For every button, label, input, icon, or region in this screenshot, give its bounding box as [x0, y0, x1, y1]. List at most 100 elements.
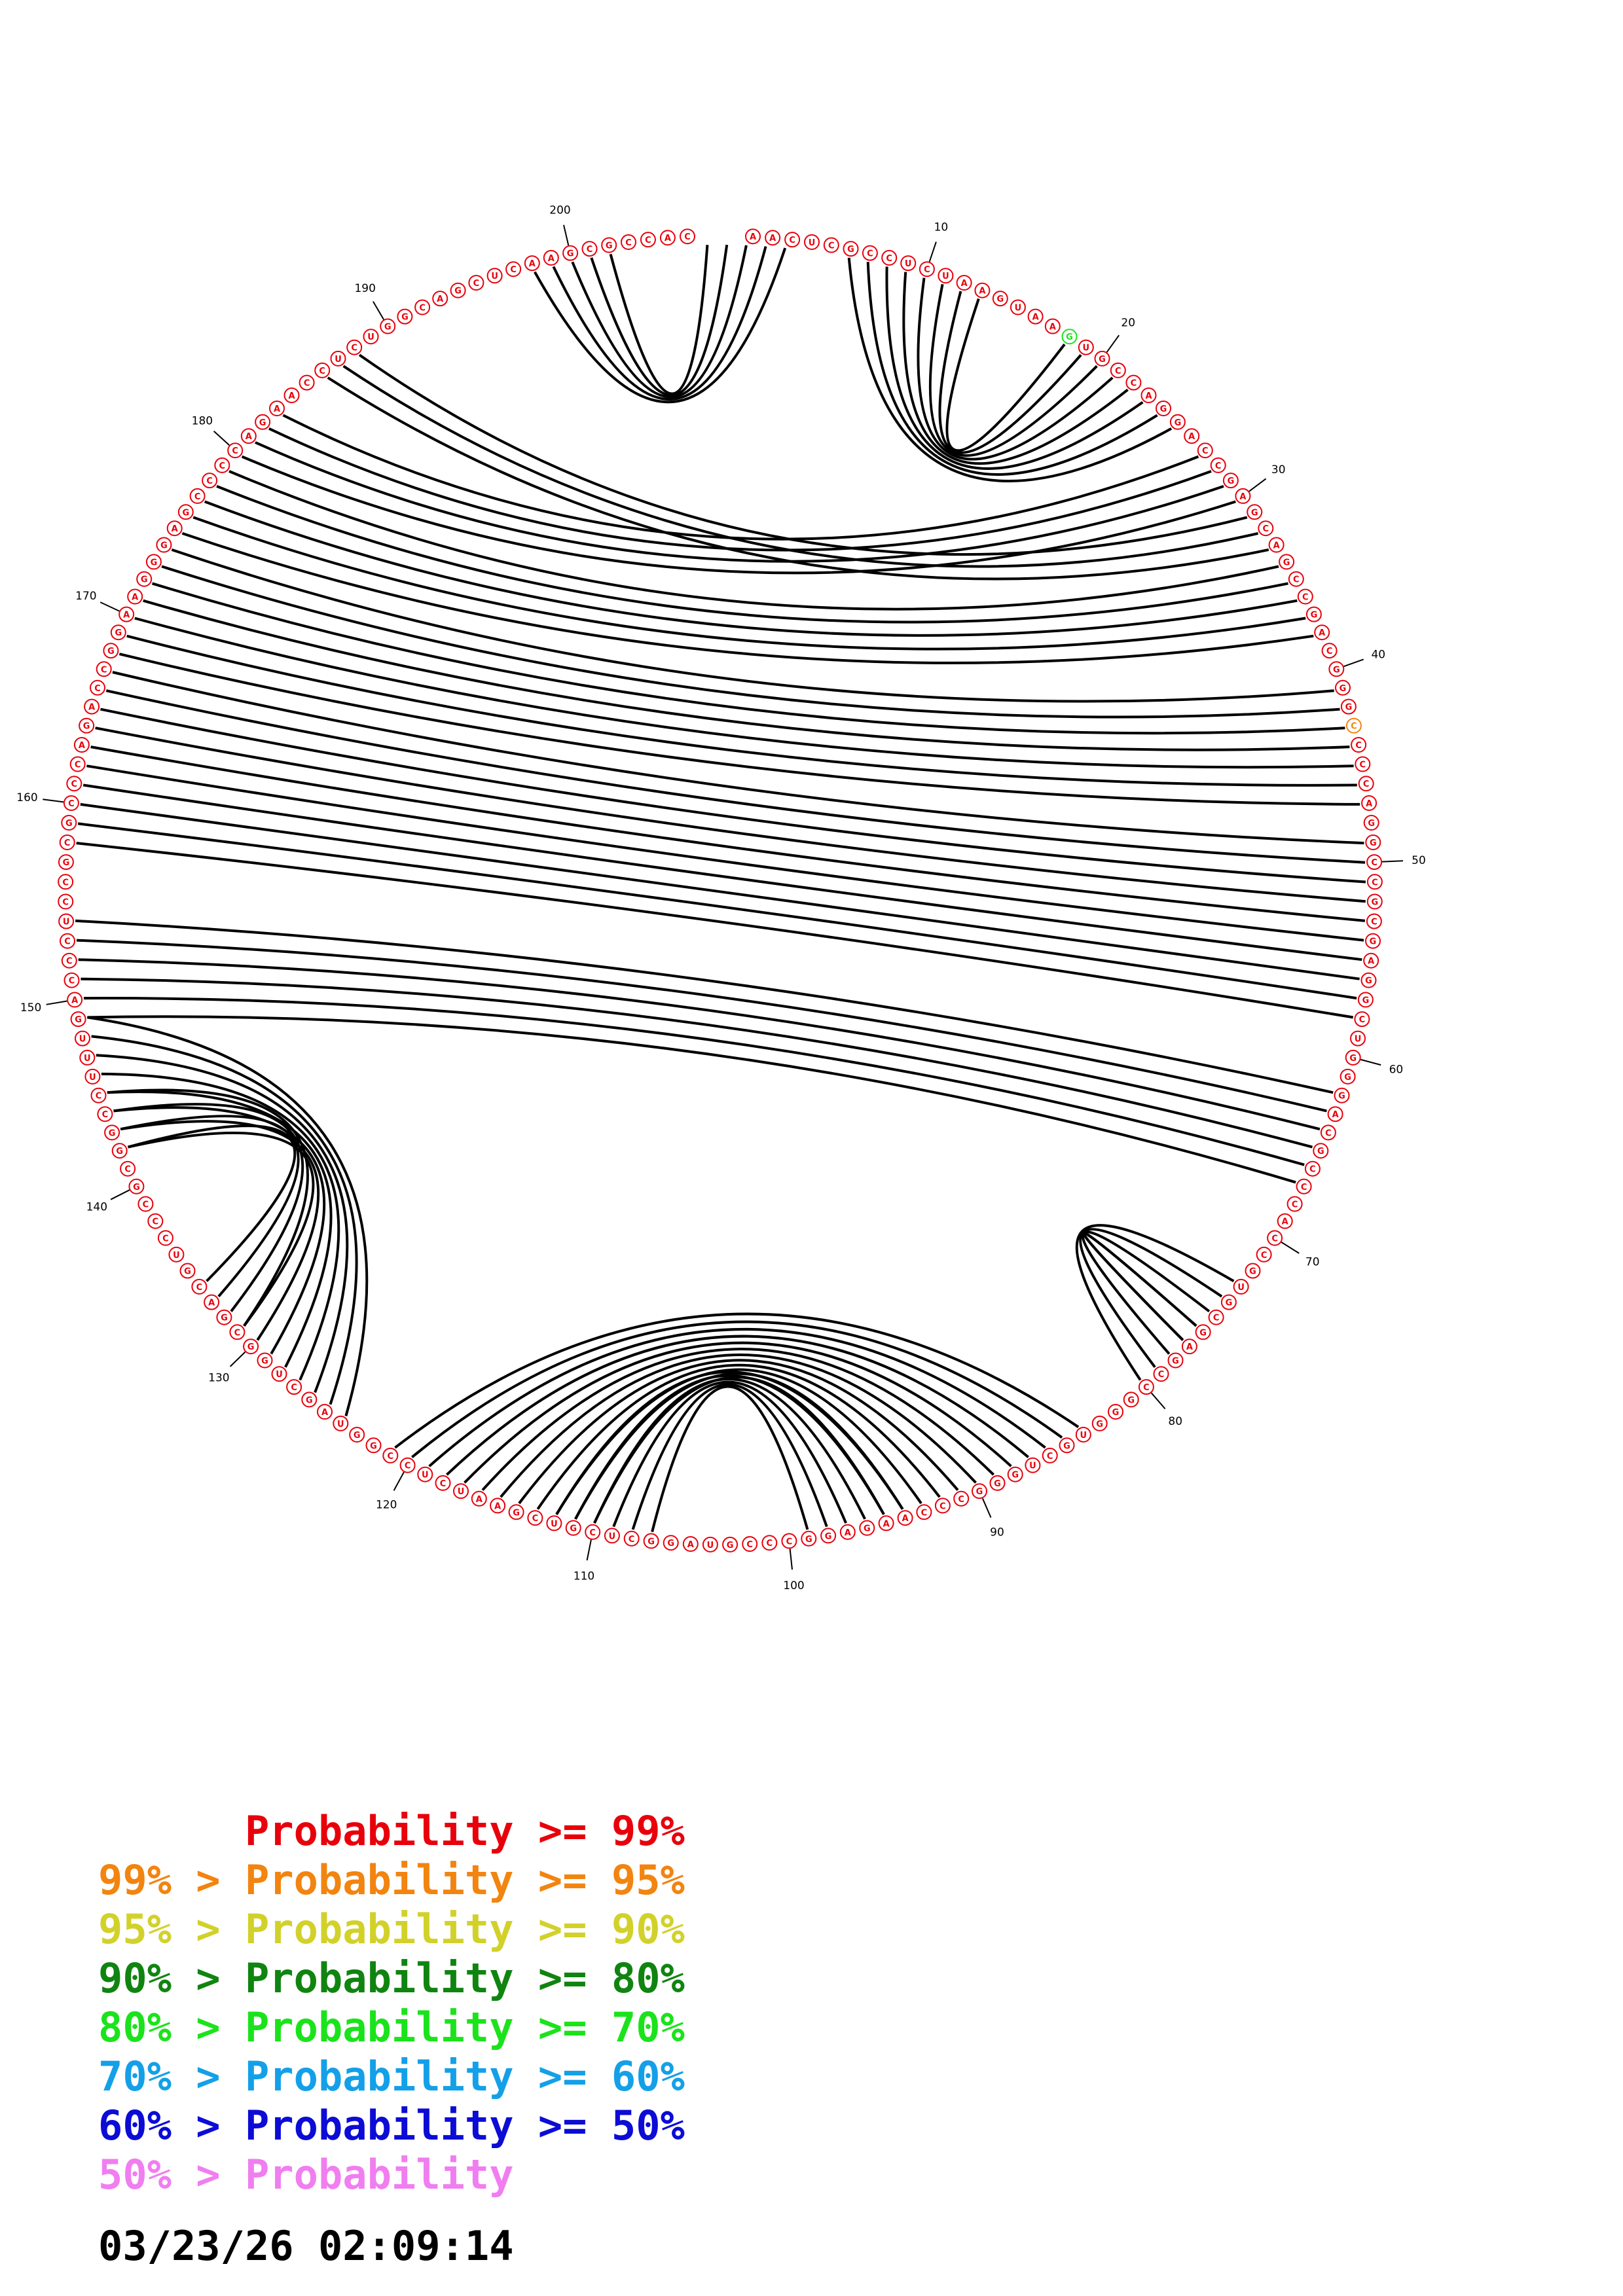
base-pair-arc [81, 977, 1313, 1149]
nucleotide: C [862, 245, 878, 261]
nucleotide: C [1320, 1124, 1336, 1141]
base-pair-arc [95, 726, 1366, 903]
svg-text:C: C [1143, 1383, 1150, 1393]
svg-text:C: C [64, 838, 71, 848]
svg-text:U: U [942, 272, 949, 281]
base-pair-arc [171, 548, 1334, 703]
nucleotide: G [1305, 606, 1322, 622]
position-tick [1360, 1058, 1381, 1066]
nucleotide: C [214, 457, 230, 473]
position-tick [586, 1539, 592, 1561]
svg-text:U: U [491, 272, 498, 281]
svg-text:A: A [845, 1528, 851, 1538]
svg-text:A: A [246, 432, 252, 442]
svg-text:C: C [1371, 858, 1377, 868]
base-pair-arc [938, 291, 1082, 454]
svg-text:C: C [1131, 379, 1137, 389]
nucleotide: G [989, 1475, 1006, 1491]
base-pair-arc [945, 298, 1066, 452]
base-pair-arc [609, 245, 709, 395]
nucleotide: C [137, 1196, 154, 1212]
nucleotide: C [60, 933, 75, 949]
base-pair-arc [76, 939, 1327, 1113]
nucleotide: C [919, 261, 935, 278]
nucleotide: G [1007, 1466, 1023, 1482]
svg-text:A: A [71, 996, 78, 1006]
nucleotide: C [314, 362, 331, 378]
nucleotide: A [659, 230, 676, 246]
svg-text:C: C [1325, 1128, 1332, 1138]
base-pair-arc [612, 1380, 847, 1528]
nucleotide: G [565, 1520, 581, 1536]
nucleotide: A [166, 520, 183, 537]
nucleotide: A [878, 1515, 894, 1532]
legend-label: Probability [244, 1807, 538, 1855]
nucleotide: U [1075, 1427, 1091, 1443]
svg-text:C: C [62, 898, 69, 908]
nucleotide: G [255, 414, 271, 430]
nucleotide: A [1363, 952, 1379, 969]
svg-text:U: U [1355, 1035, 1362, 1045]
svg-text:A: A [687, 1540, 694, 1550]
nucleotide: C [1288, 571, 1304, 587]
svg-text:C: C [789, 236, 795, 245]
base-pair-arc [571, 245, 748, 399]
svg-text:C: C [291, 1383, 297, 1393]
svg-text:A: A [1282, 1217, 1288, 1227]
svg-text:G: G [182, 508, 189, 518]
nucleotide: U [1010, 299, 1026, 315]
base-pair-arc [112, 671, 1364, 845]
base-pair-arc [77, 822, 1357, 1000]
nucleotide: A [765, 230, 781, 246]
base-pair-arc [126, 634, 1357, 787]
nucleotide: C [227, 442, 244, 459]
svg-text:G: G [976, 1487, 983, 1497]
svg-text:C: C [958, 1495, 964, 1505]
position-label: 20 [1121, 317, 1135, 330]
position-tick [1106, 334, 1120, 353]
svg-text:A: A [321, 1408, 328, 1418]
svg-text:C: C [629, 1535, 635, 1545]
nucleotide: U [1233, 1278, 1249, 1295]
legend-row: 80% > Probability >= 70% [98, 2003, 685, 2052]
svg-text:G: G [1226, 1299, 1233, 1308]
nucleotide: C [1258, 520, 1274, 537]
nucleotide: C [61, 952, 77, 969]
svg-text:G: G [606, 242, 613, 251]
svg-text:C: C [684, 232, 691, 242]
nucleotide: A [1044, 318, 1061, 334]
nucleotide: G [1357, 992, 1374, 1008]
svg-text:G: G [1228, 476, 1235, 486]
nucleotide: U [938, 268, 954, 284]
position-tick [981, 1498, 992, 1518]
base-pair-arc [86, 764, 1364, 942]
position-label: 160 [16, 791, 37, 804]
svg-text:G: G [1370, 937, 1377, 947]
nucleotide: G [722, 1536, 739, 1552]
nucleotide: G [216, 1309, 232, 1325]
nucleotide: C [1125, 374, 1142, 391]
svg-text:G: G [1340, 684, 1347, 694]
svg-text:G: G [1370, 838, 1377, 848]
nucleotide: G [1365, 933, 1381, 949]
legend-prefix: 95% > [98, 1905, 245, 1953]
legend-prefix: 60% > [98, 2102, 245, 2149]
base-pair-arc [928, 283, 1098, 457]
legend-prefix: 90% > [98, 1954, 245, 2002]
legend-label: Probability [244, 1905, 538, 1953]
svg-text:C: C [206, 476, 213, 486]
svg-text:U: U [1015, 304, 1022, 314]
base-pair-arc [143, 599, 1350, 751]
base-pair-arc [204, 500, 1298, 637]
legend-suffix: >= 95% [538, 1856, 685, 1904]
position-tick [563, 224, 570, 246]
svg-text:C: C [1351, 722, 1357, 732]
nucleotide: A [67, 992, 83, 1008]
nucleotide: A [317, 1404, 333, 1420]
base-pair-arc [500, 1354, 977, 1498]
nucleotide: C [1304, 1160, 1321, 1177]
svg-text:U: U [79, 1035, 86, 1045]
nucleotide: G [136, 571, 153, 587]
nucleotide: A [119, 606, 135, 622]
probability-legend: Probability >= 99% 99% > Probability >= 9… [98, 1806, 685, 2199]
